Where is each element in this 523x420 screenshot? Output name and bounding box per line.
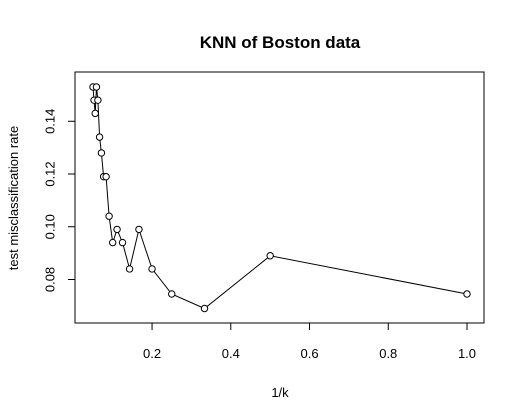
data-point	[148, 265, 156, 273]
data-point	[266, 252, 274, 260]
chart-title: KNN of Boston data	[200, 33, 361, 52]
y-axis-label: test misclassification rate	[6, 126, 21, 271]
series-line	[92, 86, 468, 310]
data-point	[125, 265, 134, 273]
x-tick-label: 0.4	[222, 346, 240, 361]
x-tick-label: 0.6	[300, 346, 318, 361]
y-tick-label: 0.10	[42, 214, 57, 239]
data-point	[97, 149, 106, 157]
data-point	[92, 83, 101, 91]
x-tick-label: 0.8	[379, 346, 397, 361]
data-point	[95, 133, 104, 141]
data-points	[89, 83, 471, 313]
y-tick-label: 0.14	[42, 109, 57, 134]
data-point	[91, 109, 99, 118]
data-point	[113, 225, 121, 234]
y-tick-label: 0.12	[42, 161, 57, 186]
data-point	[118, 238, 127, 247]
data-point	[200, 304, 209, 313]
data-point	[108, 238, 117, 247]
data-point	[94, 96, 102, 104]
data-point	[168, 290, 176, 298]
data-point	[102, 172, 110, 181]
data-point	[463, 290, 471, 298]
x-tick-label: 0.2	[143, 346, 161, 361]
y-axis: 0.08 0.10 0.12 0.14	[42, 109, 76, 292]
x-axis-label: 1/k	[271, 385, 289, 400]
x-tick-label: 1.0	[458, 346, 476, 361]
data-point	[135, 225, 143, 234]
x-axis: 0.2 0.4 0.6 0.8 1.0	[143, 322, 476, 361]
y-tick-label: 0.08	[42, 267, 57, 292]
data-point	[105, 212, 113, 220]
